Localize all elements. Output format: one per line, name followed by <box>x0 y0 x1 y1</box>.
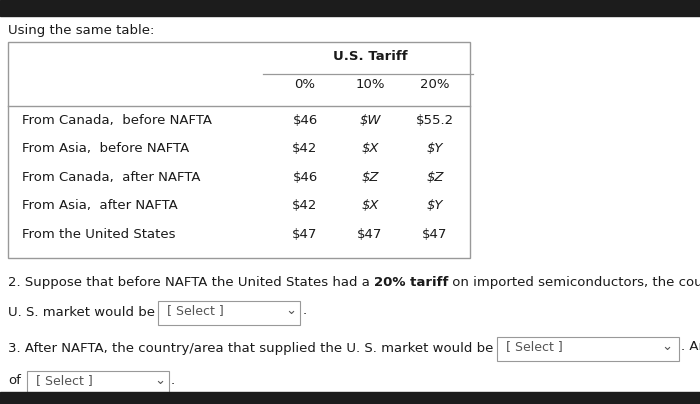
Text: $46: $46 <box>293 171 318 184</box>
Text: From Asia,  before NAFTA: From Asia, before NAFTA <box>22 142 189 156</box>
Text: $47: $47 <box>422 227 448 241</box>
Text: [ Select ]: [ Select ] <box>505 340 562 353</box>
Text: .: . <box>171 374 175 387</box>
Text: From the United States: From the United States <box>22 227 176 241</box>
Text: From Canada,  before NAFTA: From Canada, before NAFTA <box>22 114 212 127</box>
Text: $X: $X <box>361 199 379 212</box>
Text: $47: $47 <box>357 227 383 241</box>
Text: ⌄: ⌄ <box>154 374 165 387</box>
Text: $W: $W <box>359 114 381 127</box>
Text: 0%: 0% <box>295 78 316 91</box>
Text: $47: $47 <box>293 227 318 241</box>
FancyBboxPatch shape <box>27 371 169 395</box>
Text: From Canada,  after NAFTA: From Canada, after NAFTA <box>22 171 200 184</box>
Text: Using the same table:: Using the same table: <box>8 24 155 37</box>
Text: 3. After NAFTA, the country/area that supplied the U. S. market would be: 3. After NAFTA, the country/area that su… <box>8 342 498 355</box>
Text: [ Select ]: [ Select ] <box>36 374 92 387</box>
Text: $Y: $Y <box>427 142 443 156</box>
Text: $42: $42 <box>293 142 318 156</box>
Text: $55.2: $55.2 <box>416 114 454 127</box>
Text: of: of <box>8 374 21 387</box>
Text: $42: $42 <box>293 199 318 212</box>
Text: From Asia,  after NAFTA: From Asia, after NAFTA <box>22 199 178 212</box>
Text: 10%: 10% <box>355 78 385 91</box>
Text: ⌄: ⌄ <box>662 340 673 353</box>
Bar <box>0 392 700 404</box>
Text: $X: $X <box>361 142 379 156</box>
Text: $Y: $Y <box>427 199 443 212</box>
Text: $Z: $Z <box>361 171 379 184</box>
FancyBboxPatch shape <box>158 301 300 325</box>
Text: U. S. market would be: U. S. market would be <box>8 306 160 319</box>
Text: 20% tariff: 20% tariff <box>374 276 449 289</box>
Bar <box>0 0 700 16</box>
Text: .: . <box>302 304 307 317</box>
FancyBboxPatch shape <box>496 337 678 361</box>
Text: $46: $46 <box>293 114 318 127</box>
Text: 20%: 20% <box>420 78 449 91</box>
Text: U.S. Tariff: U.S. Tariff <box>332 50 407 63</box>
Text: ⌄: ⌄ <box>286 304 296 317</box>
Text: [ Select ]: [ Select ] <box>167 304 224 317</box>
Bar <box>8 42 470 258</box>
Text: $Z: $Z <box>426 171 444 184</box>
Text: . And this is an example: . And this is an example <box>680 340 700 353</box>
Text: 2. Suppose that before NAFTA the United States had a: 2. Suppose that before NAFTA the United … <box>8 276 374 289</box>
Text: on imported semiconductors, the country/area that supplied the: on imported semiconductors, the country/… <box>449 276 700 289</box>
